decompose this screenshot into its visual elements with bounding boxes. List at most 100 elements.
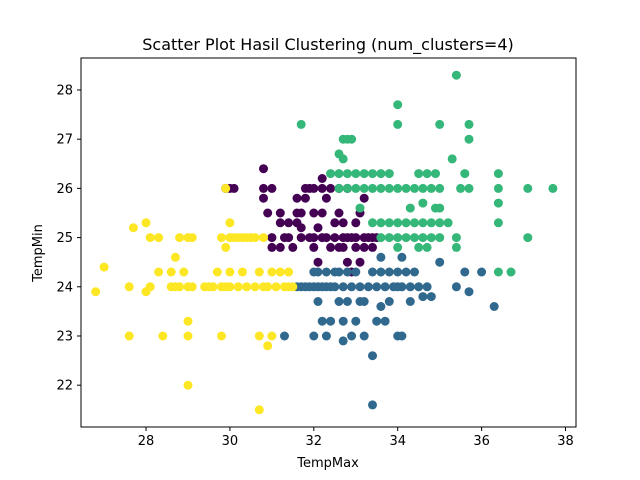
data-point-cluster-1 [351,267,361,277]
data-point-cluster-1 [317,316,327,326]
data-point-cluster-2 [426,233,436,243]
data-point-cluster-2 [451,242,461,252]
data-point-cluster-1 [401,267,411,277]
y-axis-label: TempMin [31,224,46,283]
data-point-cluster-1 [489,302,499,311]
data-point-cluster-2 [451,70,461,80]
data-point-cluster-2 [368,183,377,193]
data-point-cluster-3 [128,223,138,233]
data-point-cluster-1 [342,267,352,277]
data-point-cluster-3 [275,267,285,277]
data-point-cluster-0 [330,233,340,243]
data-point-cluster-3 [175,282,185,292]
data-point-cluster-2 [393,233,403,243]
data-point-cluster-2 [464,134,474,144]
data-point-cluster-1 [368,400,377,410]
data-point-cluster-2 [384,218,394,228]
chart-title: Scatter Plot Hasil Clustering (num_clust… [142,35,514,55]
data-point-cluster-1 [380,282,390,292]
data-point-cluster-1 [405,282,415,292]
data-point-cluster-0 [321,193,331,203]
data-point-cluster-2 [418,183,428,193]
data-point-cluster-2 [342,183,352,193]
data-point-cluster-2 [460,169,470,179]
data-point-cluster-3 [145,233,155,243]
data-point-cluster-2 [326,169,336,179]
data-point-cluster-3 [267,267,277,277]
data-point-cluster-2 [376,233,386,243]
data-point-cluster-3 [233,282,243,292]
y-tick-label: 24 [56,280,73,295]
data-point-cluster-0 [317,174,327,183]
data-point-cluster-3 [254,405,264,415]
data-point-cluster-3 [259,233,268,243]
data-point-cluster-1 [309,331,319,341]
data-point-cluster-1 [405,297,415,306]
data-point-cluster-3 [254,267,264,277]
data-point-cluster-1 [347,282,357,292]
data-point-cluster-0 [300,193,310,203]
data-point-cluster-1 [372,282,382,292]
data-point-cluster-1 [338,282,348,292]
y-tick-label: 22 [56,379,73,394]
data-point-cluster-3 [208,282,218,292]
data-point-cluster-0 [296,233,306,243]
data-point-cluster-1 [330,282,340,292]
data-point-cluster-3 [158,331,168,341]
data-point-cluster-3 [124,331,134,341]
data-point-cluster-3 [284,267,294,277]
data-point-cluster-2 [338,154,348,164]
data-point-cluster-2 [418,198,428,208]
data-point-cluster-1 [376,302,386,311]
y-tick-label: 26 [56,182,73,197]
data-point-cluster-2 [296,119,306,129]
data-point-cluster-3 [271,282,281,292]
data-point-cluster-2 [456,183,466,193]
data-point-cluster-2 [334,183,344,193]
data-point-cluster-3 [221,183,231,193]
data-point-cluster-2 [347,134,357,144]
data-point-cluster-0 [309,233,319,243]
data-point-cluster-2 [393,119,403,129]
data-point-cluster-0 [351,233,361,243]
data-point-cluster-3 [254,331,264,341]
data-point-cluster-2 [359,169,369,179]
x-tick-label: 30 [222,434,239,449]
data-point-cluster-2 [393,218,403,228]
data-point-cluster-0 [368,242,377,252]
y-tick-label: 27 [56,133,73,148]
data-point-cluster-1 [376,267,386,277]
data-point-cluster-0 [267,183,277,193]
data-point-cluster-1 [418,292,428,302]
data-point-cluster-3 [288,282,298,292]
data-point-cluster-1 [280,331,289,341]
data-point-cluster-1 [326,316,336,326]
data-point-cluster-1 [397,252,407,262]
data-point-cluster-2 [410,218,419,228]
data-point-cluster-1 [334,297,344,306]
data-point-cluster-1 [414,282,424,292]
data-point-cluster-2 [351,169,361,179]
data-point-cluster-1 [355,282,365,292]
data-point-cluster-3 [175,233,185,243]
data-point-cluster-1 [380,316,390,326]
data-point-cluster-0 [326,242,336,252]
data-point-cluster-2 [342,169,352,179]
data-point-cluster-3 [225,218,235,228]
data-point-cluster-2 [393,242,403,252]
data-point-cluster-3 [183,380,193,390]
y-tick-label: 23 [56,329,73,344]
data-point-cluster-3 [154,267,164,277]
data-point-cluster-3 [166,267,176,277]
data-point-cluster-3 [141,218,151,228]
data-point-cluster-2 [368,169,377,179]
data-point-cluster-2 [405,203,415,213]
data-point-cluster-1 [460,267,470,277]
x-tick-label: 32 [306,434,323,449]
data-point-cluster-2 [401,218,411,228]
data-point-cluster-2 [426,183,436,193]
data-point-cluster-3 [124,282,134,292]
data-point-cluster-3 [250,233,260,243]
points-layer [91,70,558,415]
